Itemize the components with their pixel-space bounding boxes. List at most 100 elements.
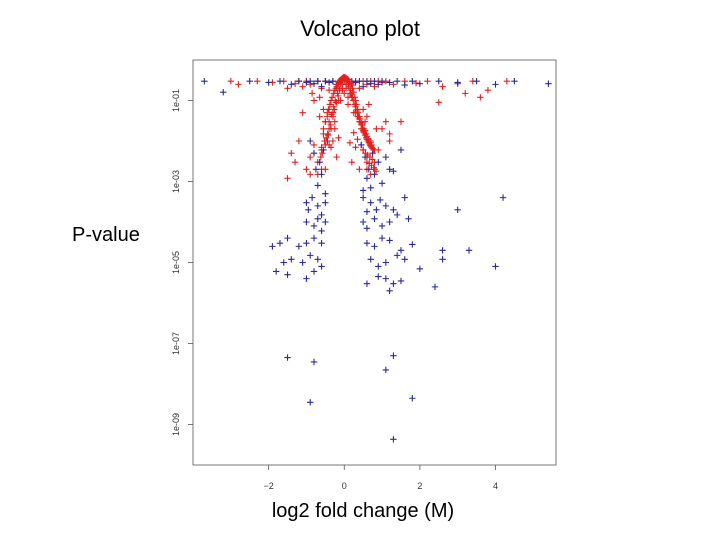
data-point (344, 81, 352, 88)
data-point (378, 77, 386, 85)
data-point (305, 206, 312, 214)
data-point (477, 94, 484, 101)
data-point (291, 158, 299, 166)
data-point (386, 287, 393, 295)
data-point (365, 166, 373, 173)
data-point (353, 107, 361, 115)
data-point (314, 256, 321, 263)
data-point (367, 184, 374, 191)
data-point (307, 77, 314, 85)
data-point (473, 77, 480, 85)
data-point (409, 77, 416, 85)
data-point (492, 81, 499, 88)
data-point (350, 129, 357, 136)
data-point (369, 156, 376, 163)
data-point (318, 263, 325, 270)
data-point (382, 153, 390, 161)
data-point (346, 139, 354, 147)
data-point (356, 113, 363, 120)
data-point (307, 153, 314, 161)
data-point (335, 134, 342, 141)
data-point (325, 79, 333, 86)
data-point (401, 81, 408, 89)
data-point (314, 202, 321, 210)
data-point (295, 137, 303, 145)
x-axis-label: log2 fold change (M) (271, 500, 455, 522)
data-point (401, 256, 408, 263)
data-point (324, 130, 331, 138)
data-point (390, 352, 397, 359)
data-point (284, 234, 291, 242)
data-point (316, 158, 323, 166)
data-point (386, 79, 393, 86)
data-point (299, 259, 306, 266)
data-point (354, 136, 361, 143)
data-point (376, 196, 384, 204)
data-point (310, 268, 318, 275)
data-point (307, 171, 314, 178)
data-point (358, 119, 365, 127)
data-point (359, 106, 367, 113)
data-point (367, 199, 374, 206)
data-point (272, 268, 280, 275)
data-point (330, 103, 337, 110)
data-point (331, 106, 338, 113)
data-point (333, 153, 340, 161)
data-point (322, 218, 329, 226)
data-point (367, 256, 374, 263)
data-point (334, 90, 341, 97)
data-point (341, 90, 348, 97)
data-point (382, 259, 390, 266)
data-point (382, 118, 390, 125)
data-point (284, 271, 291, 278)
data-point (409, 395, 416, 402)
data-point (382, 275, 390, 282)
data-point (511, 77, 518, 85)
data-point (308, 90, 316, 97)
data-point (356, 85, 363, 92)
data-point (322, 77, 329, 85)
data-point (318, 144, 325, 151)
data-point (393, 77, 401, 85)
data-point (299, 109, 306, 116)
data-point (322, 141, 329, 149)
data-point (284, 175, 291, 182)
data-point (299, 83, 306, 90)
data-point (318, 83, 325, 90)
data-point (397, 118, 405, 125)
data-point (324, 109, 331, 116)
data-point (308, 194, 316, 201)
data-point (503, 77, 511, 85)
data-point (390, 81, 397, 88)
data-point (378, 234, 386, 242)
data-point (307, 399, 314, 406)
data-point (484, 86, 492, 94)
data-point (363, 225, 371, 232)
data-point (347, 86, 354, 94)
data-point (390, 436, 397, 443)
x-tick-label: −2 (263, 481, 273, 491)
data-point (416, 80, 424, 87)
data-point (335, 85, 343, 92)
data-point (329, 137, 337, 145)
data-point (303, 199, 310, 206)
data-point (310, 80, 318, 87)
data-point (276, 239, 284, 247)
data-point (307, 137, 314, 145)
data-point (307, 252, 314, 259)
data-point (352, 144, 359, 151)
data-point (358, 141, 365, 149)
data-point (322, 190, 329, 197)
data-point (378, 125, 386, 133)
x-tick-label: 0 (342, 481, 347, 491)
data-point (284, 85, 291, 92)
x-tick-label: 4 (493, 481, 498, 491)
data-point (386, 130, 393, 138)
data-point (303, 239, 310, 247)
data-point (390, 167, 397, 175)
data-points (201, 73, 552, 443)
data-point (371, 83, 378, 90)
data-point (288, 256, 295, 263)
data-point (344, 101, 352, 108)
data-point (291, 80, 299, 87)
